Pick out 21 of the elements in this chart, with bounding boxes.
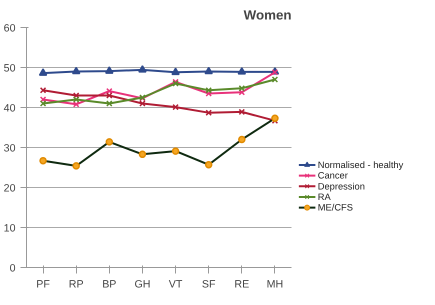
legend-label: Normalised - healthy bbox=[318, 160, 404, 170]
x-tick-label: VT bbox=[168, 278, 183, 290]
legend-label: ME/CFS bbox=[318, 202, 353, 213]
y-tick-label: 20 bbox=[4, 182, 16, 194]
x-tick-label: SF bbox=[202, 278, 216, 290]
legend-label: RA bbox=[318, 192, 332, 202]
x-tick-label: GH bbox=[134, 278, 150, 290]
y-tick-label: 30 bbox=[4, 142, 16, 154]
x-tick-label: PF bbox=[36, 278, 50, 290]
x-tick-label: BP bbox=[102, 278, 116, 290]
y-tick-label: 40 bbox=[4, 102, 16, 114]
y-tick-label: 0 bbox=[10, 262, 16, 274]
legend-label: Depression bbox=[318, 181, 365, 192]
chart-title: Women bbox=[244, 8, 292, 22]
y-tick-label: 60 bbox=[4, 22, 16, 34]
legend-label: Cancer bbox=[318, 170, 348, 181]
y-tick-label: 50 bbox=[4, 62, 16, 74]
x-tick-label: MH bbox=[266, 278, 284, 290]
x-tick-label: RP bbox=[68, 278, 84, 290]
y-tick-label: 10 bbox=[4, 222, 16, 234]
x-tick-label: RE bbox=[234, 278, 250, 290]
